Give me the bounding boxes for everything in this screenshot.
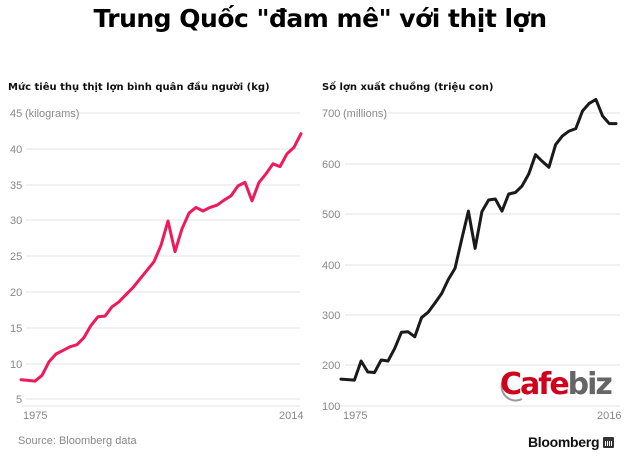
right-chart-y-axis: 700 (millions) 600 500 400 300 200 100 [322, 108, 387, 413]
right-chart-grid [340, 112, 620, 407]
svg-text:45: 45 [10, 108, 22, 120]
svg-text:35: 35 [10, 180, 22, 192]
svg-text:30: 30 [10, 215, 22, 227]
right-unit-label: (millions) [343, 108, 387, 120]
svg-text:25: 25 [10, 251, 22, 263]
left-x-start-label: 1975 [23, 410, 47, 422]
svg-text:40: 40 [10, 144, 22, 156]
bloomberg-chart-icon [603, 437, 615, 448]
left-unit-label: (kilograms) [25, 108, 79, 120]
svg-text:700: 700 [322, 108, 340, 120]
bloomberg-logo: Bloomberg [528, 434, 615, 450]
cafebiz-watermark: Cafebiz [500, 367, 613, 402]
cafebiz-swirl-icon [500, 372, 523, 402]
left-x-end-label: 2014 [279, 410, 303, 422]
svg-text:15: 15 [10, 323, 22, 335]
source-note: Source: Bloomberg data [18, 435, 137, 447]
svg-text:10: 10 [10, 359, 22, 371]
svg-text:300: 300 [322, 310, 340, 322]
svg-text:400: 400 [322, 260, 340, 272]
left-chart-line [19, 132, 303, 383]
svg-text:200: 200 [322, 360, 340, 372]
svg-text:5: 5 [16, 394, 22, 406]
left-chart-subtitle: Mức tiêu thụ thịt lợn bình quân đầu ngườ… [8, 82, 270, 93]
svg-text:100: 100 [322, 401, 340, 413]
right-chart-subtitle: Số lợn xuất chuồng (triệu con) [322, 82, 494, 93]
svg-text:500: 500 [322, 209, 340, 221]
svg-text:20: 20 [10, 287, 22, 299]
right-x-end-label: 2016 [597, 410, 621, 422]
left-chart-grid [22, 112, 300, 407]
page-title: Trung Quốc "đam mê" với thịt lợn [93, 4, 547, 33]
svg-text:600: 600 [322, 159, 340, 171]
right-chart-line [339, 97, 618, 382]
right-x-start-label: 1975 [343, 410, 367, 422]
left-chart-y-axis: 45 (kilograms) 40 35 30 25 20 15 10 5 [10, 108, 79, 406]
